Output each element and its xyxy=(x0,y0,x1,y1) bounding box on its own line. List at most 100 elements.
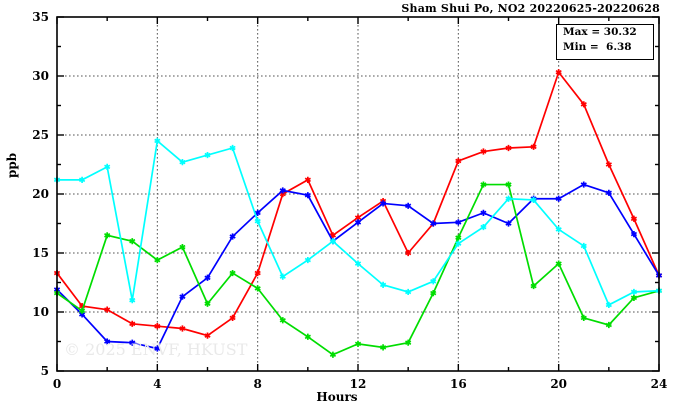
x-tick-label: 16 xyxy=(450,377,467,391)
data-point-marker xyxy=(505,144,512,152)
x-tick-label: 0 xyxy=(53,377,61,391)
data-point-marker xyxy=(480,209,487,216)
data-point-marker xyxy=(555,195,562,202)
x-tick-label: 12 xyxy=(350,377,367,391)
chart-title: Sham Shui Po, NO2 20220625-20220628 xyxy=(401,2,660,15)
data-point-marker xyxy=(229,233,236,240)
x-axis-label: Hours xyxy=(316,390,358,404)
data-point-marker xyxy=(605,189,612,196)
data-point-marker xyxy=(505,195,512,202)
data-point-marker xyxy=(480,181,487,188)
data-point-marker xyxy=(505,181,512,188)
data-point-marker xyxy=(405,202,412,209)
data-point-marker xyxy=(179,325,186,332)
data-point-marker xyxy=(104,232,111,239)
data-point-marker xyxy=(229,314,236,321)
data-point-marker xyxy=(179,159,186,166)
data-point-marker xyxy=(480,223,487,231)
data-point-marker xyxy=(530,282,537,290)
data-point-marker xyxy=(430,220,437,227)
data-point-marker xyxy=(379,281,387,288)
data-point-marker xyxy=(304,256,311,264)
y-tick-label: 30 xyxy=(32,69,49,83)
data-point-marker xyxy=(129,238,136,245)
y-tick-label: 15 xyxy=(32,246,49,260)
data-point-marker xyxy=(354,260,362,267)
data-point-marker xyxy=(630,294,638,301)
data-point-marker xyxy=(580,314,587,321)
data-point-marker xyxy=(555,260,562,267)
x-tick-label: 4 xyxy=(153,377,161,391)
data-point-marker xyxy=(329,351,337,358)
data-point-marker xyxy=(129,320,136,327)
data-point-marker xyxy=(605,321,612,329)
data-point-marker xyxy=(580,242,587,250)
data-point-marker xyxy=(129,339,136,346)
x-tick-label: 20 xyxy=(550,377,567,391)
y-tick-label: 35 xyxy=(32,10,49,24)
data-point-marker xyxy=(605,161,612,168)
data-point-marker xyxy=(154,323,161,330)
data-point-marker xyxy=(279,317,286,324)
min-value-label: Min = 6.38 xyxy=(563,41,632,53)
data-point-marker xyxy=(204,332,211,339)
data-point-marker xyxy=(555,226,562,233)
data-point-marker xyxy=(405,288,412,296)
data-point-marker xyxy=(179,244,186,251)
data-point-marker xyxy=(279,273,286,280)
data-point-marker xyxy=(229,144,236,152)
data-point-marker xyxy=(78,176,86,183)
data-point-marker xyxy=(104,306,111,313)
data-point-marker xyxy=(580,181,587,188)
data-point-marker xyxy=(379,200,387,207)
stats-legend-box: Max = 30.32 Min = 6.38 xyxy=(556,24,654,60)
data-point-marker xyxy=(605,301,612,309)
data-point-marker xyxy=(104,338,111,345)
data-point-marker xyxy=(254,269,261,277)
data-point-marker xyxy=(430,278,437,285)
data-point-marker xyxy=(505,220,512,227)
data-point-marker xyxy=(455,234,462,241)
data-point-marker xyxy=(354,219,362,226)
data-point-marker xyxy=(555,69,562,76)
data-point-marker xyxy=(204,300,211,307)
data-point-marker xyxy=(480,148,487,155)
data-point-marker xyxy=(455,219,462,226)
data-point-marker xyxy=(580,101,587,108)
data-point-marker xyxy=(254,285,261,292)
y-tick-label: 25 xyxy=(32,128,49,142)
data-point-marker xyxy=(329,238,337,245)
data-point-marker xyxy=(179,293,186,300)
data-point-marker xyxy=(430,290,437,297)
x-tick-label: 24 xyxy=(651,377,668,391)
data-point-marker xyxy=(405,249,412,257)
data-point-marker xyxy=(455,240,462,247)
x-tick-label: 8 xyxy=(253,377,261,391)
data-point-marker xyxy=(304,333,311,340)
data-point-marker xyxy=(630,288,638,296)
data-point-marker xyxy=(78,307,86,314)
y-axis-label: ppb xyxy=(5,152,19,178)
data-point-marker xyxy=(405,339,412,346)
data-point-marker xyxy=(630,215,638,222)
data-point-marker xyxy=(229,269,236,277)
data-point-marker xyxy=(129,297,136,304)
data-point-marker xyxy=(154,256,161,264)
data-point-marker xyxy=(204,274,211,281)
data-point-marker xyxy=(530,196,537,203)
data-point-marker xyxy=(204,151,211,159)
y-tick-label: 10 xyxy=(32,305,49,319)
data-point-marker xyxy=(354,340,362,347)
data-point-marker xyxy=(379,344,387,351)
y-tick-label: 5 xyxy=(41,364,49,378)
data-point-marker xyxy=(304,176,311,183)
data-point-marker xyxy=(304,192,311,199)
data-point-marker xyxy=(630,231,638,238)
max-value-label: Max = 30.32 xyxy=(563,26,637,38)
data-point-marker xyxy=(154,345,161,352)
data-point-marker xyxy=(254,218,261,225)
y-tick-label: 20 xyxy=(32,187,49,201)
